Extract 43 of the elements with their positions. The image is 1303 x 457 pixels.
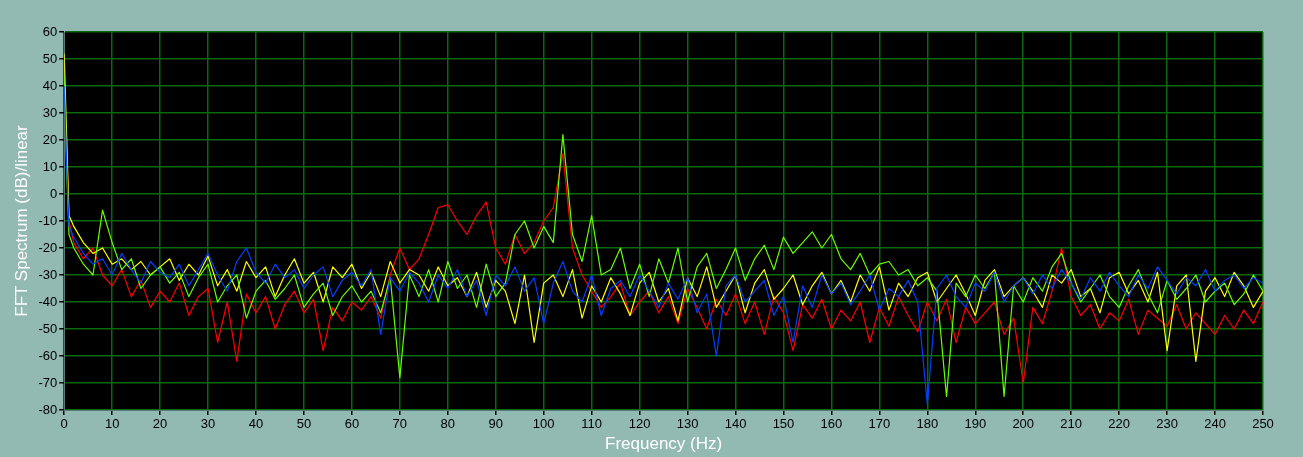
x-tick-label: 30 — [200, 416, 216, 432]
x-tick-label: 150 — [772, 416, 795, 432]
y-tick-label: 10 — [42, 158, 58, 174]
x-tick-label: 140 — [724, 416, 747, 432]
y-tick-label: -40 — [38, 293, 58, 309]
x-tick-label: 10 — [104, 416, 120, 432]
x-tick-label: 120 — [628, 416, 651, 432]
x-tick-label: 210 — [1060, 416, 1083, 432]
x-tick-label: 70 — [392, 416, 408, 432]
y-tick-label: -70 — [38, 374, 58, 390]
x-tick-label: 160 — [820, 416, 843, 432]
x-tick-label: 0 — [60, 416, 68, 432]
y-axis-title: FFT Spectrum (dB)/linear — [11, 124, 31, 317]
y-tick-label: -60 — [38, 347, 58, 363]
x-tick-label: 240 — [1204, 416, 1226, 432]
y-tick-label: -80 — [38, 401, 58, 417]
y-tick-label: 30 — [42, 104, 58, 120]
x-tick-label: 190 — [964, 416, 987, 432]
y-tick-label: 60 — [42, 23, 58, 39]
x-tick-label: 50 — [296, 416, 312, 432]
x-tick-label: 220 — [1108, 416, 1130, 432]
x-tick-label: 20 — [152, 416, 168, 432]
y-tick-label: 50 — [42, 50, 58, 66]
y-tick-label: -50 — [38, 320, 58, 336]
x-tick-label: 200 — [1012, 416, 1035, 432]
y-tick-label: -10 — [38, 212, 58, 228]
x-tick-label: 40 — [248, 416, 264, 432]
x-tick-label: 170 — [868, 416, 891, 432]
y-tick-label: -20 — [38, 239, 58, 255]
x-axis-title: Frequency (Hz) — [605, 434, 723, 454]
y-tick-label: 0 — [49, 185, 58, 201]
x-tick-label: 250 — [1252, 416, 1274, 432]
y-tick-label: 20 — [42, 131, 58, 147]
x-tick-label: 100 — [532, 416, 555, 432]
x-tick-label: 230 — [1156, 416, 1178, 432]
x-tick-label: 130 — [676, 416, 699, 432]
x-tick-label: 60 — [344, 416, 360, 432]
y-tick-label: -30 — [38, 266, 58, 282]
x-tick-label: 80 — [440, 416, 456, 432]
x-tick-label: 110 — [581, 416, 603, 432]
x-tick-label: 90 — [488, 416, 503, 432]
y-tick-label: 40 — [42, 77, 58, 93]
x-tick-label: 180 — [916, 416, 939, 432]
